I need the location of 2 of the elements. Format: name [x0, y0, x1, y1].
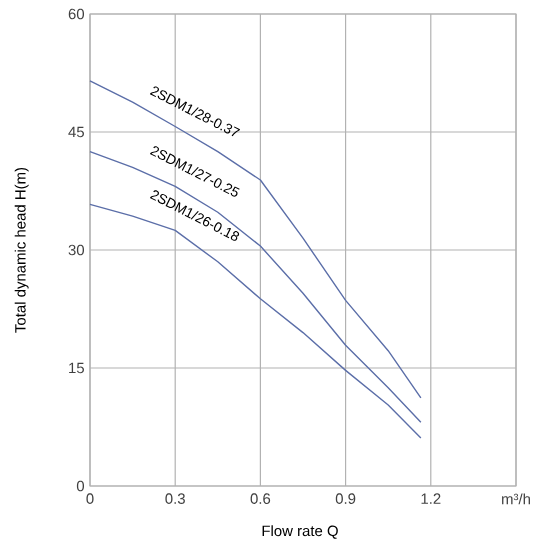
line-series: [89, 80, 422, 399]
line-series: [89, 150, 422, 423]
